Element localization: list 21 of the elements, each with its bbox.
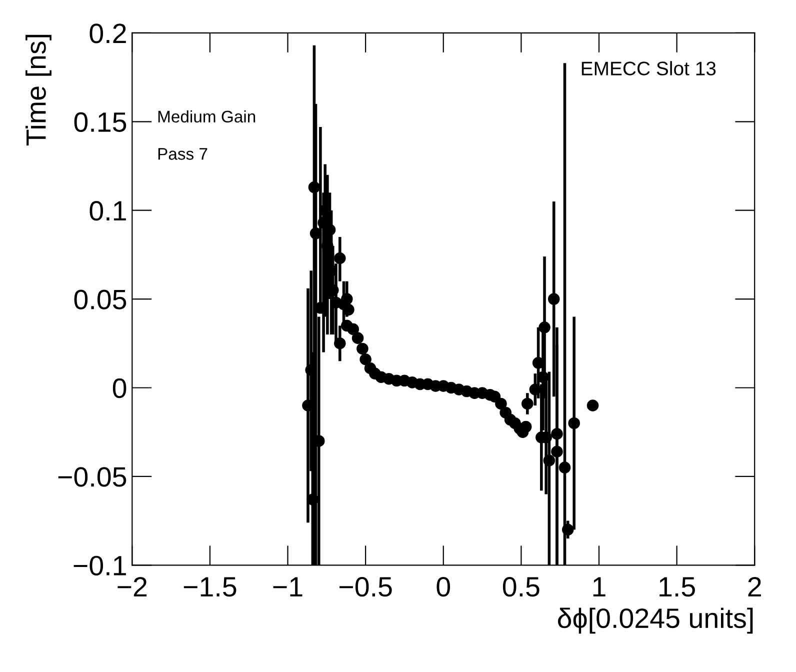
x-tick-label: 2 bbox=[748, 576, 761, 596]
x-tick-label: −0.5 bbox=[340, 576, 392, 597]
annotation: Pass 7 bbox=[158, 148, 208, 160]
y-tick-label: 0.1 bbox=[90, 201, 126, 221]
x-tick-label: 1.5 bbox=[660, 577, 695, 597]
annotation: EMECC Slot 13 bbox=[582, 61, 716, 76]
x-tick-label: 1 bbox=[593, 577, 606, 596]
x-tick-label: −2 bbox=[118, 576, 147, 596]
y-tick-label: 0.05 bbox=[74, 290, 126, 310]
x-tick-label: −1.5 bbox=[184, 577, 236, 597]
annotation: Medium Gain bbox=[158, 110, 256, 123]
x-axis-title: δϕ[0.0245 units] bbox=[558, 608, 753, 634]
y-axis-title: Time [ns] bbox=[26, 34, 52, 146]
y-tick-label: 0.15 bbox=[74, 112, 126, 132]
x-tick-label: 0.5 bbox=[502, 576, 540, 597]
y-tick-label: −0.05 bbox=[58, 467, 126, 487]
x-tick-label: 0 bbox=[436, 576, 450, 597]
y-tick-label: −0.1 bbox=[74, 556, 126, 576]
y-tick-label: 0 bbox=[112, 378, 126, 398]
y-tick-label: 0.2 bbox=[90, 24, 126, 44]
x-tick-label: −1 bbox=[273, 577, 302, 596]
